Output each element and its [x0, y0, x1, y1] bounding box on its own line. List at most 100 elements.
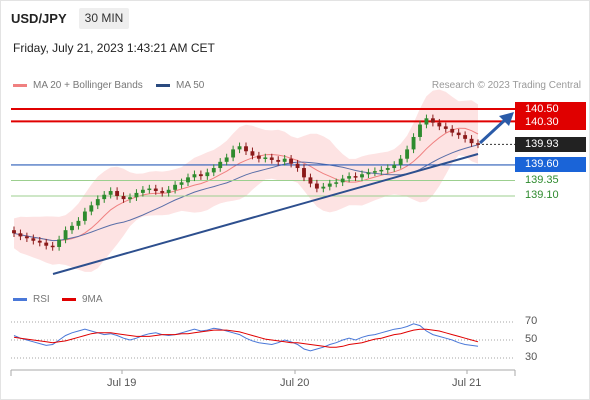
- candle-body: [463, 135, 468, 139]
- candle-body: [173, 184, 178, 190]
- credit-text: Research © 2023 Trading Central: [431, 80, 581, 91]
- support-trendline: [52, 153, 479, 275]
- candle-body: [360, 174, 364, 178]
- legend-ma50-swatch: [156, 84, 170, 87]
- candle-body: [192, 174, 197, 178]
- rsi-ma-line: [13, 328, 479, 348]
- candle-body: [140, 189, 145, 193]
- level-r1: 140.30: [515, 115, 586, 130]
- candles: [12, 114, 480, 251]
- x-label-jul19: Jul 19: [107, 377, 137, 389]
- forecast-arrow-shaft: [478, 117, 508, 145]
- timestamp: Friday, July 21, 2023 1:43:21 AM CET: [13, 41, 215, 55]
- candle-body: [218, 161, 223, 169]
- candle-body: [224, 157, 229, 162]
- candle-body: [18, 233, 23, 237]
- candle-body: [340, 178, 345, 183]
- candle-body: [198, 174, 203, 177]
- candle-body: [82, 211, 87, 221]
- candle-body: [418, 124, 422, 137]
- ma50-line: [13, 144, 479, 242]
- x-label-jul20: Jul 20: [280, 377, 310, 389]
- legend-rsi-ma-label: 9MA: [82, 294, 103, 305]
- candle-body: [263, 157, 268, 159]
- candle-body: [443, 126, 448, 129]
- candle-body: [70, 225, 74, 231]
- candle-body: [327, 183, 332, 187]
- candle-body: [57, 239, 62, 247]
- level-r2: 140.50: [515, 102, 586, 117]
- legend-bollinger: MA 20 + Bollinger Bands: [13, 80, 143, 91]
- candle-body: [63, 230, 68, 240]
- candle-body: [276, 159, 281, 162]
- forecast-arrow: [478, 112, 514, 145]
- candle-body: [211, 168, 216, 173]
- rsi-tick-30: 30: [525, 351, 538, 363]
- candle-body: [186, 177, 190, 183]
- candle-body: [282, 158, 287, 162]
- candle-body: [205, 172, 210, 177]
- timeframe-badge[interactable]: 30 MIN: [79, 8, 129, 29]
- moving-averages: [13, 127, 479, 242]
- candle-body: [392, 164, 397, 169]
- candle-body: [134, 192, 139, 198]
- legend-ma50: MA 50: [156, 80, 204, 91]
- legend-rsi-ma: 9MA: [62, 294, 103, 305]
- candle-body: [424, 118, 429, 125]
- candle-body: [347, 176, 352, 179]
- candle-body: [128, 197, 132, 200]
- candle-body: [95, 199, 100, 206]
- candle-body: [50, 245, 55, 248]
- candle-body: [166, 189, 171, 193]
- candle-body: [379, 169, 384, 172]
- rsi-tick-70: 70: [525, 315, 538, 327]
- candle-body: [37, 240, 42, 243]
- legend-rsi-ma-swatch: [62, 298, 76, 301]
- candle-body: [160, 191, 165, 193]
- candle-body: [314, 183, 319, 189]
- candle-body: [321, 186, 326, 189]
- candle-body: [372, 171, 377, 173]
- candle-body: [102, 194, 107, 200]
- candle-body: [398, 158, 403, 165]
- candle-body: [269, 157, 274, 160]
- candle-body: [121, 196, 126, 200]
- candle-body: [89, 205, 94, 212]
- forecast-arrow-head: [499, 112, 514, 126]
- candle-body: [430, 118, 435, 123]
- legend-rsi: RSI: [13, 294, 50, 305]
- candle-body: [295, 163, 300, 169]
- candle-body: [450, 128, 455, 133]
- candle-body: [44, 242, 49, 246]
- candle-body: [437, 122, 442, 127]
- candle-body: [411, 136, 416, 150]
- legend-ma50-label: MA 50: [176, 80, 205, 91]
- rsi-tick-50: 50: [525, 333, 538, 345]
- candle-body: [153, 188, 158, 192]
- legend-rsi-label: RSI: [33, 294, 50, 305]
- level-last: 139.93: [515, 137, 586, 152]
- candle-body: [302, 168, 306, 178]
- candle-body: [289, 158, 294, 164]
- candle-body: [405, 149, 410, 159]
- candle-body: [476, 143, 480, 145]
- candle-body: [108, 191, 113, 195]
- level-s2: 139.10: [525, 189, 559, 201]
- candle-body: [256, 155, 261, 159]
- candle-body: [308, 177, 313, 184]
- level-pivot: 139.60: [515, 157, 586, 172]
- candle-body: [24, 236, 29, 239]
- candle-body: [385, 168, 390, 170]
- x-label-jul21: Jul 21: [452, 377, 482, 389]
- legend-bb-label: MA 20 + Bollinger Bands: [33, 80, 143, 91]
- candle-body: [250, 151, 255, 156]
- candle-body: [353, 176, 358, 178]
- candle-body: [456, 132, 461, 136]
- legend-bb-swatch: [13, 84, 27, 87]
- candle-body: [244, 146, 248, 152]
- ma20-line: [13, 127, 479, 242]
- candle-body: [231, 149, 236, 158]
- candle-body: [469, 138, 474, 144]
- candle-body: [115, 191, 120, 196]
